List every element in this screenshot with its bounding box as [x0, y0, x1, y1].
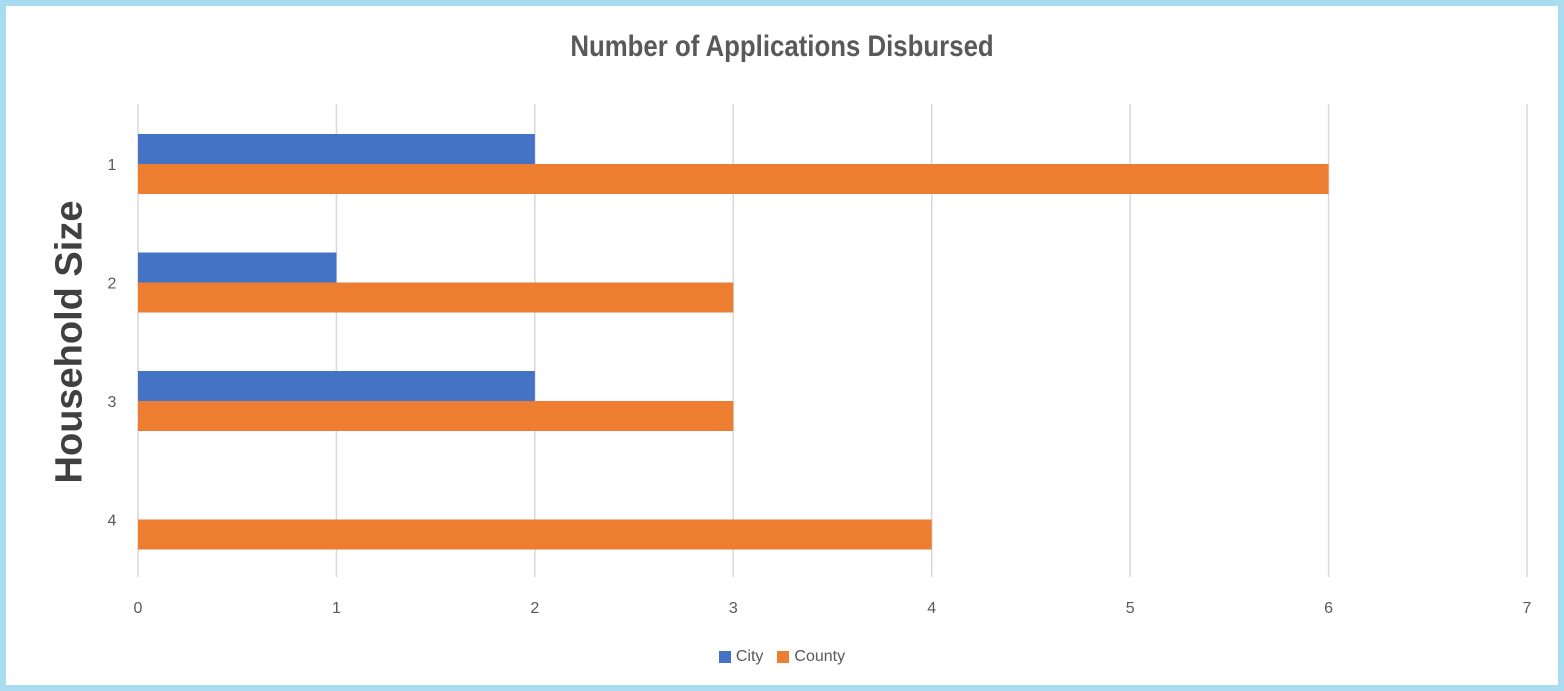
chart-frame — [6, 6, 1558, 685]
bar-city-3 — [138, 371, 535, 401]
bar-county-4 — [138, 519, 932, 550]
y-tick-label: 3 — [108, 394, 117, 411]
bars — [138, 134, 1329, 550]
x-tick-label: 7 — [1523, 600, 1532, 617]
legend-item-county: County — [777, 648, 845, 666]
bar-city-2 — [138, 252, 337, 283]
x-tick-label: 0 — [134, 600, 143, 617]
x-tick-label: 6 — [1324, 600, 1333, 617]
legend-swatch — [718, 651, 731, 663]
y-tick-label: 2 — [108, 276, 117, 293]
x-tick-label: 3 — [729, 600, 738, 617]
x-tick-label: 2 — [530, 600, 539, 617]
x-tick-label: 4 — [927, 600, 936, 617]
legend-label: County — [794, 648, 846, 665]
x-tick-label: 1 — [332, 600, 341, 617]
bar-county-3 — [138, 401, 734, 431]
x-tick-label: 5 — [1126, 600, 1135, 617]
bar-county-2 — [138, 282, 734, 313]
y-tick-labels: 1 2 3 4 — [108, 157, 117, 530]
bar-city-1 — [138, 134, 535, 164]
legend: City County — [0, 648, 1564, 666]
y-tick-label: 1 — [108, 157, 117, 174]
x-tick-labels: 0 1 2 3 4 5 6 7 — [134, 600, 1532, 617]
bar-county-1 — [138, 164, 1329, 194]
legend-item-city: City — [718, 648, 764, 666]
legend-swatch — [777, 651, 790, 663]
legend-label: City — [735, 648, 764, 665]
y-tick-label: 4 — [108, 513, 117, 530]
chart-title: Number of Applications Disbursed — [570, 30, 994, 63]
